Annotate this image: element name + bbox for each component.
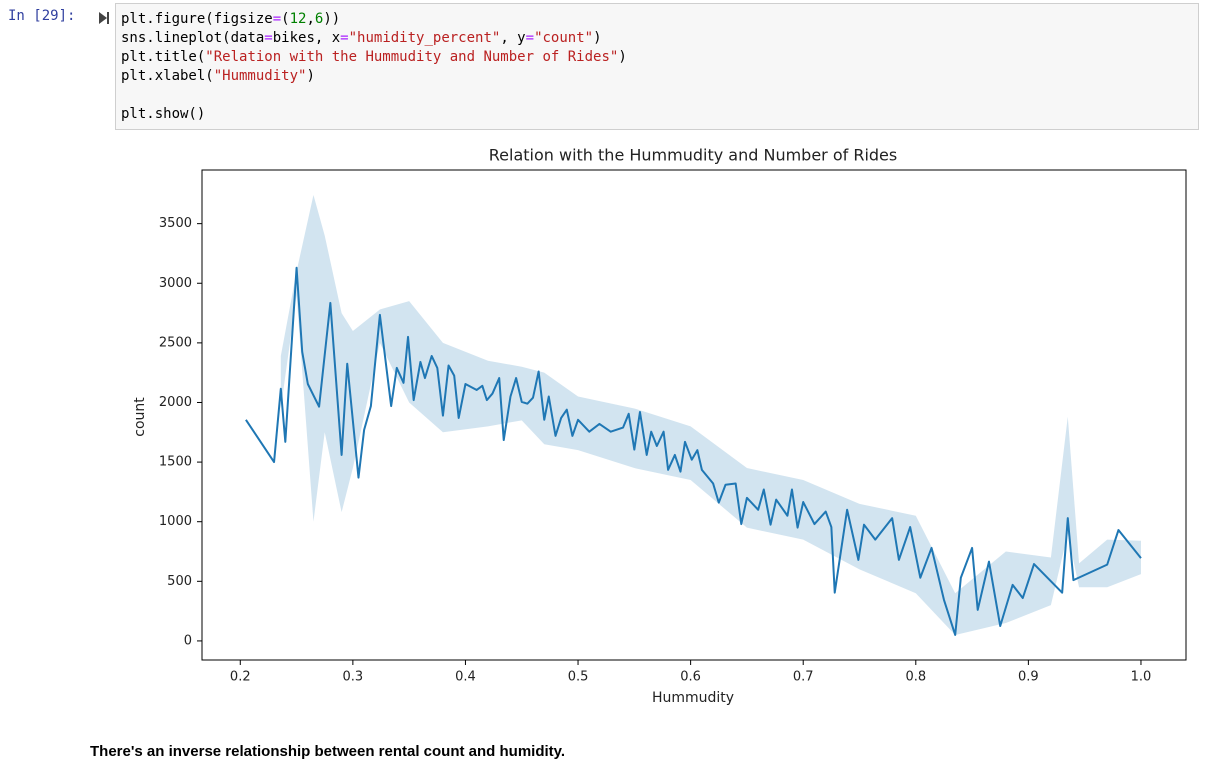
code-token: = <box>264 30 273 46</box>
code-line: plt.show() <box>121 105 1198 124</box>
y-tick-label: 3500 <box>159 216 192 231</box>
cell-prompt: In [29]: <box>8 8 76 24</box>
code-token: , y <box>500 30 526 46</box>
code-token: sns.lineplot(data <box>121 30 265 46</box>
code-token: plt.show() <box>121 106 206 122</box>
code-token: plt.figure(figsize <box>121 11 273 27</box>
code-token: )) <box>323 11 341 27</box>
code-line: sns.lineplot(data=bikes, x="humidity_per… <box>121 29 1198 48</box>
code-line: plt.title("Relation with the Hummudity a… <box>121 48 1198 67</box>
y-tick-label: 2500 <box>159 335 192 350</box>
x-tick-label: 0.4 <box>455 670 476 685</box>
code-token: 12 <box>289 11 307 27</box>
x-tick-label: 0.9 <box>1018 670 1039 685</box>
code-token: ) <box>306 68 315 84</box>
chart-title: Relation with the Hummudity and Number o… <box>489 146 897 165</box>
code-line: plt.figure(figsize=(12,6)) <box>121 10 1198 29</box>
code-token: "Relation with the Hummudity and Number … <box>205 49 619 65</box>
y-tick-label: 1500 <box>159 455 192 470</box>
code-token: "count" <box>534 30 594 46</box>
code-cell[interactable]: plt.figure(figsize=(12,6)) sns.lineplot(d… <box>115 3 1199 130</box>
code-token: bikes, x <box>272 30 341 46</box>
code-token: 6 <box>314 11 324 27</box>
x-tick-label: 0.3 <box>343 670 364 685</box>
data-line <box>245 266 1142 636</box>
x-tick-label: 0.2 <box>230 670 251 685</box>
x-tick-label: 0.7 <box>793 670 814 685</box>
y-tick-label: 3000 <box>159 276 192 291</box>
x-tick-label: 0.8 <box>905 670 926 685</box>
y-tick-label: 2000 <box>159 395 192 410</box>
code-token: = <box>525 30 535 46</box>
chart: Relation with the Hummudity and Number o… <box>132 146 1187 706</box>
code-token: = <box>340 30 349 46</box>
code-line: plt.xlabel("Hummudity") <box>121 67 1198 86</box>
y-tick-label: 500 <box>167 574 192 589</box>
code-token: plt.xlabel( <box>121 68 214 84</box>
code-token: "humidity_percent" <box>348 30 501 46</box>
plot-frame <box>201 169 1187 661</box>
y-tick-label: 0 <box>184 633 192 648</box>
code-token: ( <box>281 11 290 27</box>
x-tick-label: 0.5 <box>568 670 589 685</box>
confidence-band <box>280 195 1141 635</box>
code-token: , <box>306 11 315 27</box>
code-token: plt.title( <box>121 49 206 65</box>
x-axis-label: Hummudity <box>652 690 734 706</box>
y-axis-label: count <box>132 397 148 437</box>
run-button[interactable] <box>98 11 110 25</box>
x-tick-label: 0.6 <box>680 670 701 685</box>
code-token: "Hummudity" <box>213 68 307 84</box>
x-tick-label: 1.0 <box>1131 670 1152 685</box>
y-tick-label: 1000 <box>159 514 192 529</box>
code-token: ) <box>593 30 602 46</box>
markdown-text: There's an inverse relationship between … <box>90 743 566 760</box>
code-token: = <box>272 11 282 27</box>
code-token: ) <box>618 49 627 65</box>
